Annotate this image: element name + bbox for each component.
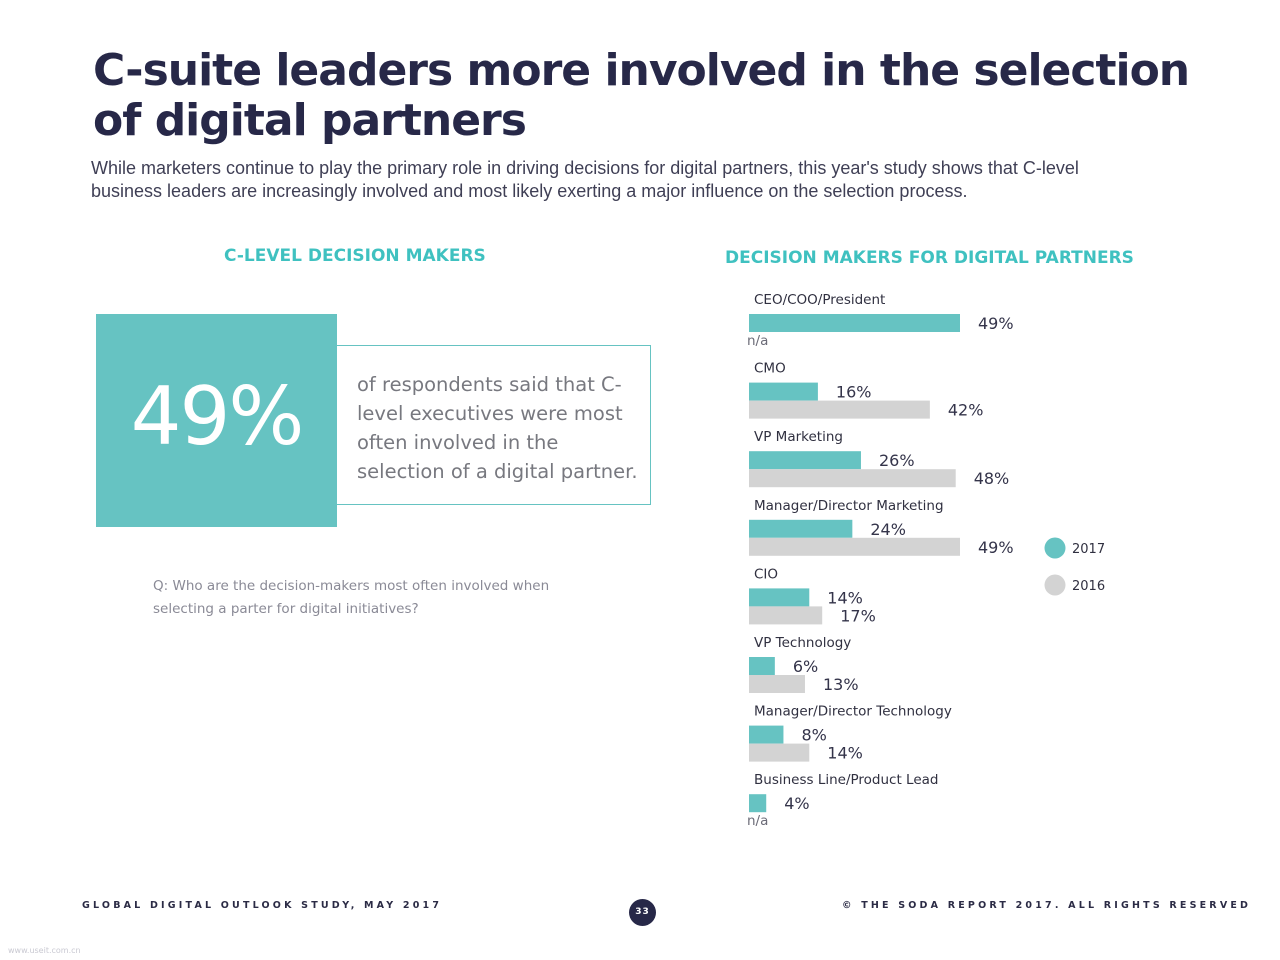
legend-label-2016: 2016: [1072, 579, 1105, 594]
bar-2017-cmo: [749, 382, 818, 401]
bar-na-2016-business-line-product-lead: n/a: [747, 813, 768, 829]
category-label-vp-technology: VP Technology: [754, 635, 851, 651]
value-label-2017-cmo: 16%: [836, 383, 872, 402]
bar-2017-manager-director-technology: [749, 725, 784, 744]
kpi-box: 49%: [96, 314, 337, 527]
value-label-2016-vp-technology: 13%: [823, 675, 859, 694]
category-label-cmo: CMO: [754, 361, 786, 377]
bar-2016-cmo: [749, 400, 930, 419]
bar-2016-manager-director-marketing: [749, 537, 960, 556]
kpi-value: 49%: [130, 370, 305, 463]
kpi-text: of respondents said that C-level executi…: [357, 373, 638, 483]
value-label-2017-ceo-coo-president: 49%: [978, 314, 1014, 333]
value-label-2017-manager-director-marketing: 24%: [870, 520, 906, 539]
survey-question: Q: Who are the decision-makers most ofte…: [153, 578, 550, 617]
value-label-2017-business-line-product-lead: 4%: [784, 794, 809, 813]
value-label-2016-vp-marketing: 48%: [974, 469, 1010, 488]
category-label-cio: CIO: [754, 566, 778, 582]
bar-2016-cio: [749, 606, 823, 625]
value-label-2017-manager-director-technology: 8%: [801, 726, 826, 745]
bar-2017-vp-technology: [749, 657, 775, 675]
legend-swatch-2017: [1044, 537, 1066, 559]
value-label-2017-cio: 14%: [827, 588, 863, 607]
page-subtitle: While marketers continue to play the pri…: [91, 158, 1079, 201]
value-label-2017-vp-marketing: 26%: [879, 451, 915, 470]
watermark: www.useit.com.cn: [8, 946, 81, 955]
value-label-2017-vp-technology: 6%: [793, 657, 818, 676]
bar-2016-vp-marketing: [749, 469, 956, 488]
value-label-2016-cio: 17%: [840, 606, 876, 625]
category-label-business-line-product-lead: Business Line/Product Lead: [754, 772, 939, 788]
category-label-ceo-coo-president: CEO/COO/President: [754, 292, 885, 308]
bar-na-2016-ceo-coo-president: n/a: [747, 333, 768, 349]
chart-title: DECISION MAKERS FOR DIGITAL PARTNERS: [725, 248, 1134, 268]
bar-2016-vp-technology: [749, 675, 805, 693]
legend-swatch-2016: [1044, 574, 1066, 596]
bar-2017-business-line-product-lead: [749, 794, 767, 813]
footer-study: GLOBAL DIGITAL OUTLOOK STUDY, MAY 2017: [82, 900, 443, 911]
page-number: 33: [629, 899, 656, 926]
category-label-vp-marketing: VP Marketing: [754, 429, 843, 445]
legend-label-2017: 2017: [1072, 542, 1105, 557]
value-label-2016-manager-director-technology: 14%: [827, 744, 863, 763]
bar-2017-ceo-coo-president: [749, 314, 960, 332]
bar-2016-manager-director-technology: [749, 743, 810, 762]
bar-2017-cio: [749, 588, 810, 607]
page-title: C-suite leaders more involved in the sel…: [93, 45, 1190, 146]
value-label-2016-manager-director-marketing: 49%: [978, 538, 1014, 557]
category-label-manager-director-technology: Manager/Director Technology: [754, 704, 952, 720]
bar-2017-manager-director-marketing: [749, 519, 853, 538]
kpi-panel: of respondents said that C-level executi…: [337, 345, 651, 505]
bar-2017-vp-marketing: [749, 451, 861, 470]
value-label-2016-cmo: 42%: [948, 401, 984, 420]
kpi-heading: C-LEVEL DECISION MAKERS: [224, 246, 486, 266]
footer-copyright: © THE SODA REPORT 2017. ALL RIGHTS RESER…: [842, 900, 1252, 911]
category-label-manager-director-marketing: Manager/Director Marketing: [754, 498, 944, 514]
